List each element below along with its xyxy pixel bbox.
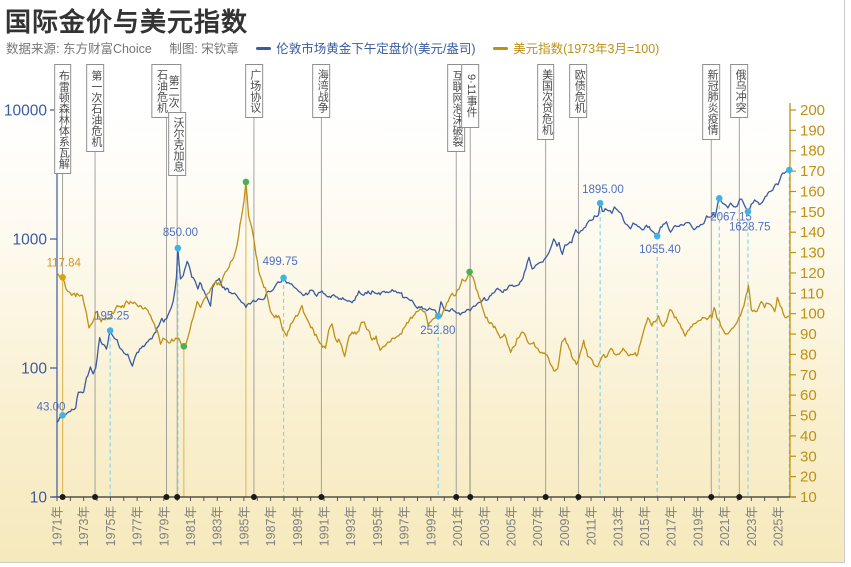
svg-text:110: 110 <box>800 285 824 302</box>
svg-text:10: 10 <box>30 490 48 507</box>
svg-text:2017年: 2017年 <box>665 506 679 546</box>
legend-label-gold-price: 伦敦市场黄金下午定盘价(美元/盎司) <box>276 42 476 56</box>
svg-text:1000: 1000 <box>13 232 48 249</box>
page-title: 国际金价与美元指数 <box>5 7 249 37</box>
svg-text:2015年: 2015年 <box>638 506 652 546</box>
svg-text:195.25: 195.25 <box>94 311 129 323</box>
svg-text:252.80: 252.80 <box>420 325 455 337</box>
svg-text:1991年: 1991年 <box>318 506 332 546</box>
svg-text:40: 40 <box>800 428 817 445</box>
svg-text:2009年: 2009年 <box>558 506 572 546</box>
svg-text:80: 80 <box>800 346 817 363</box>
svg-text:140: 140 <box>800 224 825 241</box>
svg-text:1628.75: 1628.75 <box>729 222 771 234</box>
svg-text:1971年: 1971年 <box>51 506 65 546</box>
svg-text:2003年: 2003年 <box>478 506 492 546</box>
svg-text:100: 100 <box>21 361 47 378</box>
svg-text:120: 120 <box>800 265 825 282</box>
svg-text:1985年: 1985年 <box>237 506 251 546</box>
svg-text:2007年: 2007年 <box>531 506 545 546</box>
svg-text:90: 90 <box>800 326 817 343</box>
chart-author-label: 制图: 宋钦章 <box>169 42 239 56</box>
svg-text:2023年: 2023年 <box>745 506 759 546</box>
svg-text:1975年: 1975年 <box>104 506 118 546</box>
svg-text:1977年: 1977年 <box>131 506 145 546</box>
svg-text:30: 30 <box>800 448 817 465</box>
legend-item-usd-index[interactable]: 美元指数(1973年3月=100) <box>493 42 659 56</box>
svg-text:60: 60 <box>800 387 817 404</box>
svg-text:190: 190 <box>800 122 825 139</box>
svg-text:850.00: 850.00 <box>163 227 198 239</box>
svg-text:2001年: 2001年 <box>451 506 465 546</box>
svg-text:130: 130 <box>800 245 825 262</box>
svg-text:1999年: 1999年 <box>424 506 438 546</box>
svg-text:50: 50 <box>800 408 817 425</box>
svg-text:2011年: 2011年 <box>585 506 599 545</box>
svg-text:1987年: 1987年 <box>264 506 278 546</box>
svg-text:1979年: 1979年 <box>157 506 171 546</box>
svg-text:1895.00: 1895.00 <box>582 184 624 196</box>
svg-text:170: 170 <box>800 163 825 180</box>
svg-text:499.75: 499.75 <box>263 256 298 268</box>
svg-text:70: 70 <box>800 367 817 384</box>
svg-text:1983年: 1983年 <box>211 506 225 546</box>
svg-text:2067.15: 2067.15 <box>710 211 752 223</box>
data-source-label: 数据来源: 东方财富Choice <box>6 42 152 56</box>
svg-text:2013年: 2013年 <box>611 506 625 546</box>
svg-text:1055.40: 1055.40 <box>639 244 681 256</box>
legend-line-swatch-blue <box>256 47 272 51</box>
svg-text:150: 150 <box>800 204 825 221</box>
svg-text:10: 10 <box>800 489 817 506</box>
svg-text:200: 200 <box>800 102 825 119</box>
svg-text:1989年: 1989年 <box>291 506 305 546</box>
svg-text:20: 20 <box>800 469 817 486</box>
svg-text:10000: 10000 <box>4 103 47 120</box>
svg-text:117.84: 117.84 <box>47 257 82 269</box>
subtitle-bar: 数据来源: 东方财富Choice 制图: 宋钦章 伦敦市场黄金下午定盘价(美元/… <box>6 38 836 57</box>
svg-text:1981年: 1981年 <box>184 506 198 546</box>
svg-text:100: 100 <box>800 306 825 323</box>
svg-text:1995年: 1995年 <box>371 506 385 546</box>
svg-text:2019年: 2019年 <box>691 506 705 546</box>
svg-text:1993年: 1993年 <box>344 506 358 546</box>
svg-text:2005年: 2005年 <box>504 506 518 546</box>
svg-text:1973年: 1973年 <box>77 506 91 546</box>
svg-text:160: 160 <box>800 183 825 200</box>
legend-label-usd-index: 美元指数(1973年3月=100) <box>513 42 660 56</box>
legend-item-gold-price[interactable]: 伦敦市场黄金下午定盘价(美元/盎司) <box>256 42 479 56</box>
svg-text:2025年: 2025年 <box>772 506 786 546</box>
svg-text:180: 180 <box>800 143 825 160</box>
svg-text:43.00: 43.00 <box>37 401 66 413</box>
svg-text:2021年: 2021年 <box>718 506 732 546</box>
legend-line-swatch-gold <box>493 47 509 51</box>
svg-text:1997年: 1997年 <box>398 506 412 546</box>
